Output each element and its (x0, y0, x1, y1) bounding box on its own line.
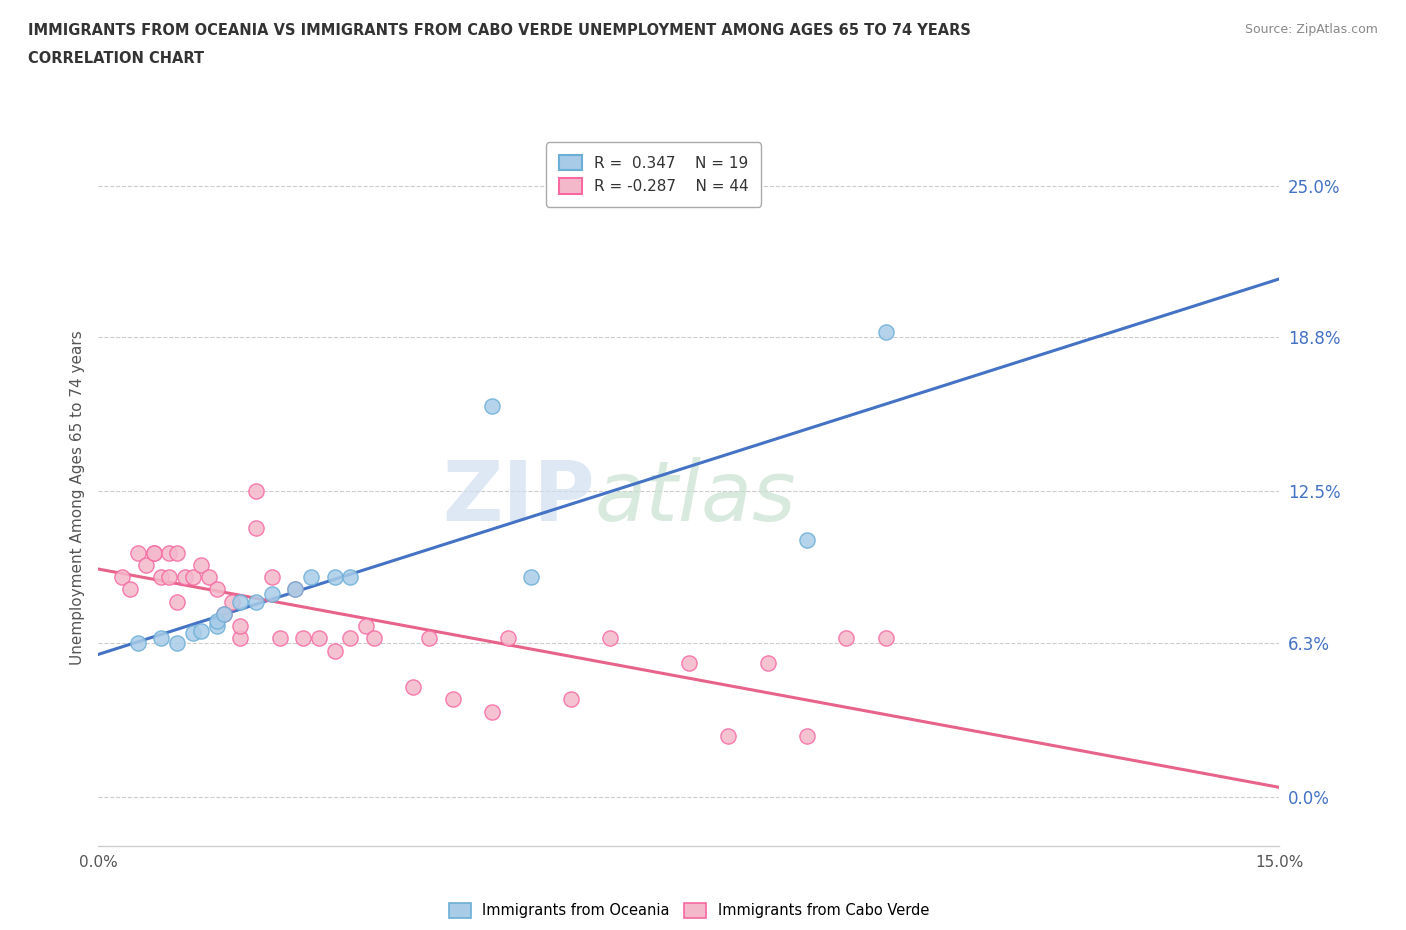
Point (157, 570, 180, 585)
Point (717, 729, 740, 744)
Point (150, 570, 173, 585)
Point (190, 623, 212, 638)
Point (214, 606, 236, 621)
Point (229, 594, 252, 609)
Point (174, 570, 197, 585)
Point (339, 631, 361, 645)
Point (260, 570, 283, 585)
Point (678, 656, 700, 671)
Point (323, 643, 346, 658)
Point (481, 398, 503, 413)
Point (441, 692, 464, 707)
Point (111, 570, 134, 585)
Text: CORRELATION CHART: CORRELATION CHART (28, 51, 204, 66)
Point (402, 680, 425, 695)
Legend: Immigrants from Oceania, Immigrants from Cabo Verde: Immigrants from Oceania, Immigrants from… (441, 896, 936, 925)
Point (339, 570, 361, 585)
Text: ZIP: ZIP (441, 457, 595, 538)
Point (796, 729, 818, 744)
Point (142, 545, 165, 560)
Point (127, 545, 149, 560)
Point (284, 582, 307, 597)
Point (875, 325, 897, 339)
Point (166, 594, 188, 609)
Point (214, 606, 236, 621)
Point (481, 704, 503, 719)
Point (245, 594, 267, 609)
Point (269, 631, 291, 645)
Point (205, 618, 228, 633)
Point (308, 631, 330, 645)
Point (181, 570, 204, 585)
Point (496, 631, 519, 645)
Point (190, 557, 212, 572)
Point (127, 636, 149, 651)
Text: atlas: atlas (595, 457, 796, 538)
Point (354, 618, 377, 633)
Point (796, 533, 818, 548)
Point (875, 631, 897, 645)
Point (135, 557, 157, 572)
Point (323, 570, 346, 585)
Point (166, 636, 188, 651)
Text: IMMIGRANTS FROM OCEANIA VS IMMIGRANTS FROM CABO VERDE UNEMPLOYMENT AMONG AGES 65: IMMIGRANTS FROM OCEANIA VS IMMIGRANTS FR… (28, 23, 972, 38)
Point (363, 631, 385, 645)
Point (205, 614, 228, 629)
Point (142, 545, 165, 560)
Point (221, 594, 243, 609)
Point (835, 631, 858, 645)
Point (205, 582, 228, 597)
Point (118, 582, 141, 597)
Point (150, 631, 173, 645)
Point (245, 521, 267, 536)
Point (181, 626, 204, 641)
Point (520, 570, 543, 585)
Point (418, 631, 440, 645)
Point (260, 587, 283, 602)
Point (560, 692, 582, 707)
Point (756, 656, 779, 671)
Point (229, 618, 252, 633)
Point (157, 545, 180, 560)
Point (166, 545, 188, 560)
Point (284, 582, 307, 597)
Text: Source: ZipAtlas.com: Source: ZipAtlas.com (1244, 23, 1378, 36)
Y-axis label: Unemployment Among Ages 65 to 74 years: Unemployment Among Ages 65 to 74 years (69, 330, 84, 665)
Point (229, 631, 252, 645)
Point (245, 484, 267, 498)
Point (299, 570, 322, 585)
Point (599, 631, 621, 645)
Point (197, 570, 219, 585)
Point (292, 631, 315, 645)
